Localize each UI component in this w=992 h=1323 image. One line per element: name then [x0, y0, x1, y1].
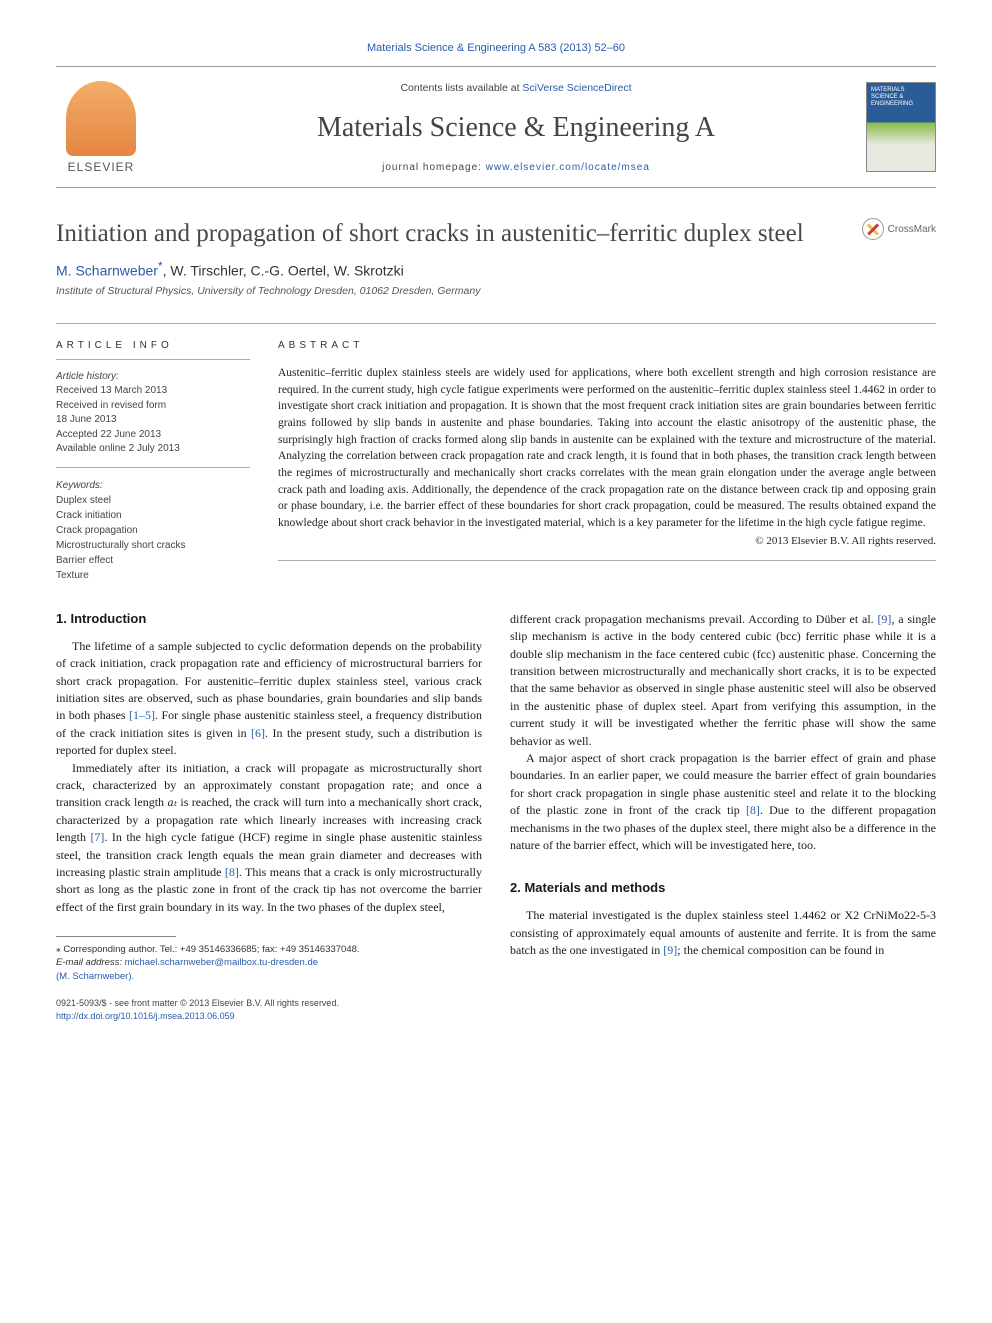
abstract-text: Austenitic–ferritic duplex stainless ste…: [278, 365, 936, 561]
keyword: Barrier effect: [56, 555, 113, 566]
citation-link[interactable]: [1–5]: [129, 708, 155, 722]
article-history: Article history: Received 13 March 2013 …: [56, 370, 250, 468]
citation-link[interactable]: [8]: [225, 865, 239, 879]
bottom-meta: 0921-5093/$ - see front matter © 2013 El…: [56, 997, 482, 1022]
keyword: Crack initiation: [56, 510, 122, 521]
abstract-body: Austenitic–ferritic duplex stainless ste…: [278, 367, 936, 529]
doi-link[interactable]: http://dx.doi.org/10.1016/j.msea.2013.06…: [56, 1011, 235, 1021]
history-line: Available online 2 July 2013: [56, 443, 180, 454]
keyword: Duplex steel: [56, 495, 111, 506]
cover-text: MATERIALS SCIENCE & ENGINEERING: [871, 87, 931, 109]
abstract-column: ABSTRACT Austenitic–ferritic duplex stai…: [278, 340, 936, 583]
intro-paragraph-2: Immediately after its initiation, a crac…: [56, 760, 482, 917]
paper-title: Initiation and propagation of short crac…: [56, 218, 848, 249]
elsevier-label: ELSEVIER: [68, 160, 135, 174]
sciencedirect-link[interactable]: SciVerse ScienceDirect: [522, 82, 631, 94]
article-info-sidebar: ARTICLE INFO Article history: Received 1…: [56, 340, 250, 583]
homepage-prefix: journal homepage:: [382, 162, 486, 173]
footnote-separator: [56, 936, 176, 937]
text-run: , a single slip mechanism is active in t…: [510, 612, 936, 748]
contents-prefix: Contents lists available at: [400, 82, 522, 94]
article-info-heading: ARTICLE INFO: [56, 340, 250, 360]
left-column: 1. Introduction The lifetime of a sample…: [56, 611, 482, 1022]
history-line: Accepted 22 June 2013: [56, 429, 161, 440]
text-run: different crack propagation mechanisms p…: [510, 612, 877, 626]
journal-header: ELSEVIER Contents lists available at Sci…: [56, 66, 936, 188]
copyright-line: © 2013 Elsevier B.V. All rights reserved…: [278, 534, 936, 550]
corresponding-footnote: ⁎ Corresponding author. Tel.: +49 351463…: [56, 943, 482, 983]
intro-paragraph-1: The lifetime of a sample subjected to cy…: [56, 638, 482, 760]
email-label: E-mail address:: [56, 957, 125, 968]
other-authors: , W. Tirschler, C.-G. Oertel, W. Skrotzk…: [163, 263, 404, 279]
contents-line: Contents lists available at SciVerse Sci…: [166, 82, 866, 94]
section-heading-materials: 2. Materials and methods: [510, 880, 936, 895]
text-run: ; the chemical composition can be found …: [677, 943, 884, 957]
abstract-heading: ABSTRACT: [278, 340, 936, 351]
citation-link[interactable]: [8]: [746, 803, 760, 817]
homepage-line: journal homepage: www.elsevier.com/locat…: [166, 162, 866, 173]
email-link[interactable]: michael.scharnweber@mailbox.tu-dresden.d…: [125, 957, 318, 968]
corr-author-line: ⁎ Corresponding author. Tel.: +49 351463…: [56, 943, 482, 956]
email-author-name[interactable]: (M. Scharnweber).: [56, 971, 134, 982]
header-center: Contents lists available at SciVerse Sci…: [166, 82, 866, 173]
crossmark-label: CrossMark: [888, 224, 936, 235]
elsevier-tree-icon: [66, 81, 136, 156]
crossmark-badge[interactable]: CrossMark: [862, 218, 936, 240]
keyword: Microstructurally short cracks: [56, 540, 185, 551]
materials-paragraph-1: The material investigated is the duplex …: [510, 907, 936, 959]
keyword: Crack propagation: [56, 525, 138, 536]
history-line: 18 June 2013: [56, 414, 117, 425]
section-heading-intro: 1. Introduction: [56, 611, 482, 626]
right-column: different crack propagation mechanisms p…: [510, 611, 936, 1022]
intro-paragraph-barrier: A major aspect of short crack propagatio…: [510, 750, 936, 854]
citation-link[interactable]: [6]: [251, 726, 265, 740]
homepage-link[interactable]: www.elsevier.com/locate/msea: [486, 162, 650, 173]
history-line: Received in revised form: [56, 400, 166, 411]
history-label: Article history:: [56, 371, 119, 382]
journal-cover-thumbnail[interactable]: MATERIALS SCIENCE & ENGINEERING: [866, 82, 936, 172]
math-var: aₜ: [167, 795, 177, 809]
citation-link[interactable]: [9]: [663, 943, 677, 957]
keywords-block: Keywords: Duplex steel Crack initiation …: [56, 478, 250, 583]
intro-continuation: different crack propagation mechanisms p…: [510, 611, 936, 750]
corresponding-author[interactable]: M. Scharnweber: [56, 263, 158, 279]
crossmark-icon: [862, 218, 884, 240]
keywords-label: Keywords:: [56, 480, 103, 491]
journal-citation[interactable]: Materials Science & Engineering A 583 (2…: [56, 42, 936, 54]
keyword: Texture: [56, 570, 89, 581]
body-two-column: 1. Introduction The lifetime of a sample…: [56, 611, 936, 1022]
issn-line: 0921-5093/$ - see front matter © 2013 El…: [56, 997, 482, 1010]
citation-link[interactable]: [9]: [877, 612, 891, 626]
journal-title: Materials Science & Engineering A: [166, 112, 866, 144]
elsevier-logo[interactable]: ELSEVIER: [56, 77, 146, 177]
history-line: Received 13 March 2013: [56, 385, 167, 396]
authors-list: M. Scharnweber*, W. Tirschler, C.-G. Oer…: [56, 259, 936, 279]
affiliation: Institute of Structural Physics, Univers…: [56, 285, 936, 297]
citation-link[interactable]: [7]: [90, 830, 104, 844]
